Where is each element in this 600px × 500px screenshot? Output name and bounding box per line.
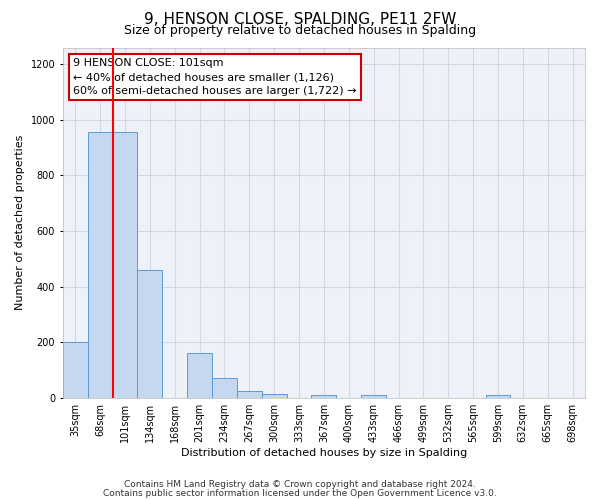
Text: Contains HM Land Registry data © Crown copyright and database right 2024.: Contains HM Land Registry data © Crown c… [124,480,476,489]
Bar [187,353,212,398]
Text: Size of property relative to detached houses in Spalding: Size of property relative to detached ho… [124,24,476,37]
Text: 9, HENSON CLOSE, SPALDING, PE11 2FW: 9, HENSON CLOSE, SPALDING, PE11 2FW [144,12,456,28]
X-axis label: Distribution of detached houses by size in Spalding: Distribution of detached houses by size … [181,448,467,458]
Y-axis label: Number of detached properties: Number of detached properties [15,135,25,310]
Bar [63,342,88,398]
Bar [237,391,262,398]
Text: Contains public sector information licensed under the Open Government Licence v3: Contains public sector information licen… [103,489,497,498]
Text: 9 HENSON CLOSE: 101sqm
← 40% of detached houses are smaller (1,126)
60% of semi-: 9 HENSON CLOSE: 101sqm ← 40% of detached… [73,58,357,96]
Bar [113,132,137,398]
Bar [311,395,337,398]
Bar [137,270,162,398]
Bar [361,395,386,398]
Bar [262,394,287,398]
Bar [88,132,113,398]
Bar [212,378,237,398]
Bar [485,395,511,398]
